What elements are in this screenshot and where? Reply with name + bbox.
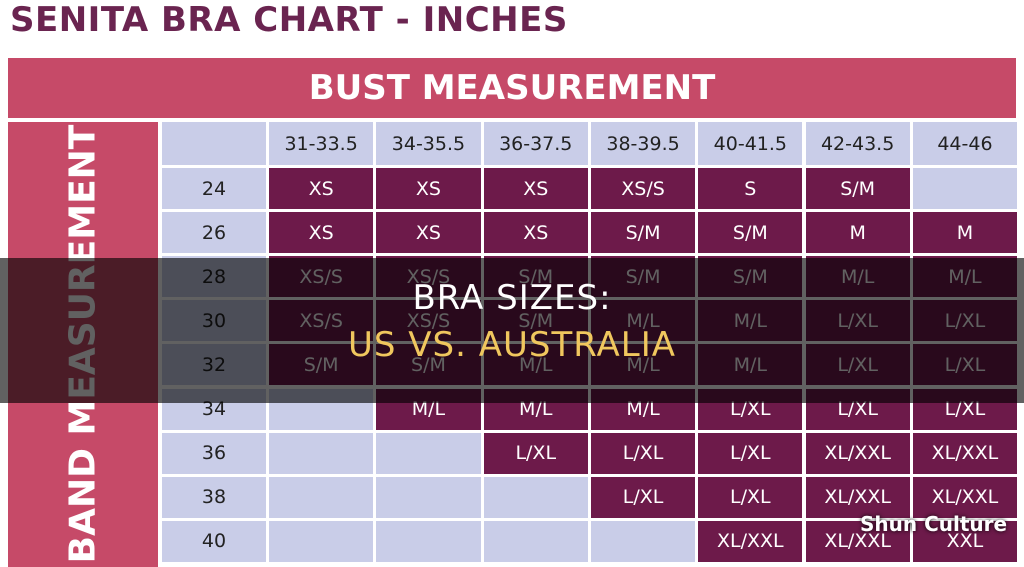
size-cell: XS (376, 168, 481, 210)
empty-cell (590, 520, 696, 562)
column-label: 34-35.5 (376, 122, 481, 165)
column-header: BUST MEASUREMENT (8, 58, 1016, 118)
size-cell: XL/XXL (805, 432, 910, 474)
size-cell: L/XL (698, 476, 803, 518)
empty-cell (376, 476, 481, 518)
column-label: 36-37.5 (483, 122, 588, 165)
watermark: Shun Culture (860, 512, 1008, 536)
size-cell: XS (269, 212, 374, 254)
size-cell: M (805, 212, 910, 254)
empty-cell (269, 432, 374, 474)
band-label: 38 (162, 476, 266, 518)
band-label: 26 (162, 212, 266, 254)
size-cell: S (698, 168, 803, 210)
size-cell: S/M (805, 168, 910, 210)
size-cell: L/XL (590, 476, 696, 518)
overlay-band (0, 258, 1024, 403)
size-cell: XL/XXL (805, 520, 910, 562)
empty-cell (269, 520, 374, 562)
size-cell: XL/XXL (698, 520, 803, 562)
title: SENITA BRA CHART - INCHES (10, 0, 568, 40)
empty-cell (912, 168, 1018, 210)
size-cell: XS (269, 168, 374, 210)
overlay-line-2: US VS. AUSTRALIA (348, 325, 676, 365)
size-cell: XS (483, 168, 588, 210)
column-label: 31-33.5 (269, 122, 374, 165)
corner-cell (162, 122, 266, 165)
band-label: 24 (162, 168, 266, 210)
empty-cell (376, 520, 481, 562)
empty-cell (483, 520, 588, 562)
column-label: 38-39.5 (590, 122, 696, 165)
column-label: 42-43.5 (805, 122, 910, 165)
overlay-line-1: BRA SIZES: (412, 278, 612, 318)
size-cell: L/XL (483, 432, 588, 474)
empty-cell (376, 432, 481, 474)
size-cell: XL/XXL (912, 432, 1018, 474)
column-label: 44-46 (912, 122, 1018, 165)
empty-cell (269, 476, 374, 518)
size-cell: S/M (698, 212, 803, 254)
size-cell: XXL (912, 520, 1018, 562)
size-cell: XS (376, 212, 481, 254)
column-label: 40-41.5 (698, 122, 803, 165)
empty-cell (483, 476, 588, 518)
size-cell: L/XL (590, 432, 696, 474)
size-cell: XS/S (590, 168, 696, 210)
size-cell: M (912, 212, 1018, 254)
size-cell: XL/XXL (805, 476, 910, 518)
size-cell: XL/XXL (912, 476, 1018, 518)
size-cell: L/XL (698, 432, 803, 474)
band-label: 36 (162, 432, 266, 474)
size-cell: S/M (590, 212, 696, 254)
size-cell: XS (483, 212, 588, 254)
band-label: 40 (162, 520, 266, 562)
